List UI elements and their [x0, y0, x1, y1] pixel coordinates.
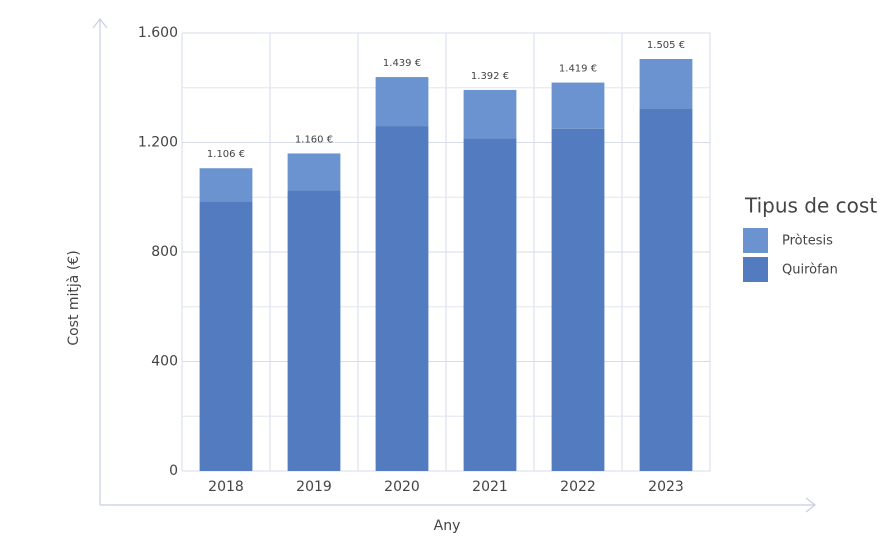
x-tick-label: 2019	[296, 479, 332, 495]
x-tick-label: 2022	[560, 479, 596, 495]
legend-swatch	[743, 228, 768, 253]
axis-arrows	[92, 18, 816, 513]
legend-swatch	[743, 257, 768, 282]
y-tick-label: 1.600	[138, 25, 178, 41]
x-tick-label: 2020	[384, 479, 420, 495]
y-tick-label: 400	[151, 354, 178, 370]
x-tick-label: 2021	[472, 479, 508, 495]
y-tick-label: 0	[169, 463, 178, 479]
bar-segment	[375, 77, 429, 127]
bar-segment	[551, 82, 605, 129]
bar-segment	[639, 59, 693, 109]
x-tick-label: 2018	[208, 479, 244, 495]
total-label: 1.419 €	[559, 64, 597, 75]
bar-segment	[375, 126, 429, 471]
bar-segment	[639, 108, 693, 471]
bar-segment	[199, 201, 253, 471]
bar-segment	[551, 128, 605, 471]
y-tick-label: 1.200	[138, 135, 178, 151]
total-label: 1.439 €	[383, 58, 421, 69]
x-axis-label: Any	[434, 518, 461, 534]
total-label: 1.106 €	[207, 149, 245, 160]
bar-segment	[463, 89, 517, 139]
legend-label: Pròtesis	[782, 234, 833, 249]
total-label: 1.160 €	[295, 134, 333, 145]
legend-title: Tipus de cost	[744, 194, 877, 218]
total-label: 1.392 €	[471, 71, 509, 82]
bar-segment	[287, 153, 341, 191]
bar-segment	[287, 190, 341, 471]
y-tick-label: 800	[151, 244, 178, 260]
total-label: 1.505 €	[647, 40, 685, 51]
legend-label: Quiròfan	[782, 263, 838, 278]
y-axis-label: Cost mitjà (€)	[66, 250, 82, 345]
bar-segment	[463, 138, 517, 472]
bar-segment	[199, 168, 253, 202]
x-tick-label: 2023	[648, 479, 684, 495]
